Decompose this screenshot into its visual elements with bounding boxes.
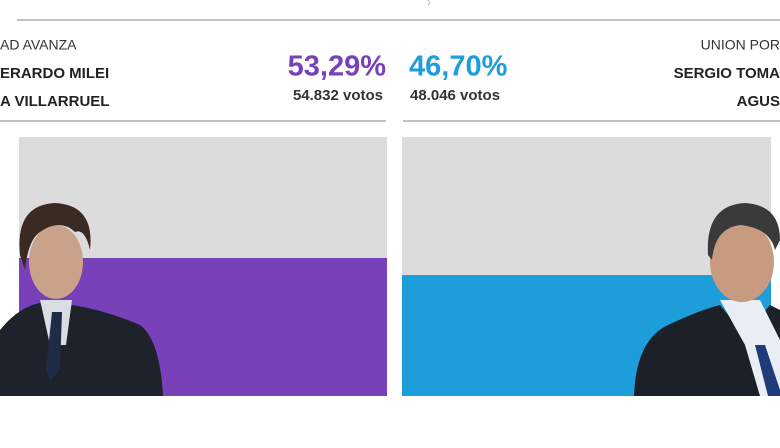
percent: 46,70% bbox=[409, 51, 508, 83]
photo-left bbox=[0, 203, 163, 396]
votes: 54.832 votos bbox=[293, 87, 383, 104]
party-label: UNION POR bbox=[701, 37, 780, 53]
photo-right bbox=[634, 203, 780, 396]
running-mate: AGUS bbox=[737, 93, 780, 110]
party-label: AD AVANZA bbox=[0, 37, 77, 53]
photos bbox=[0, 203, 780, 396]
votes: 48.046 votos bbox=[410, 87, 500, 104]
bars bbox=[19, 137, 771, 396]
candidate-name: ERARDO MILEI bbox=[0, 65, 109, 82]
percent: 53,29% bbox=[288, 51, 387, 83]
top-mark bbox=[427, 0, 430, 6]
running-mate: A VILLARRUEL bbox=[0, 93, 109, 110]
candidate-name: SERGIO TOMA bbox=[674, 65, 780, 82]
